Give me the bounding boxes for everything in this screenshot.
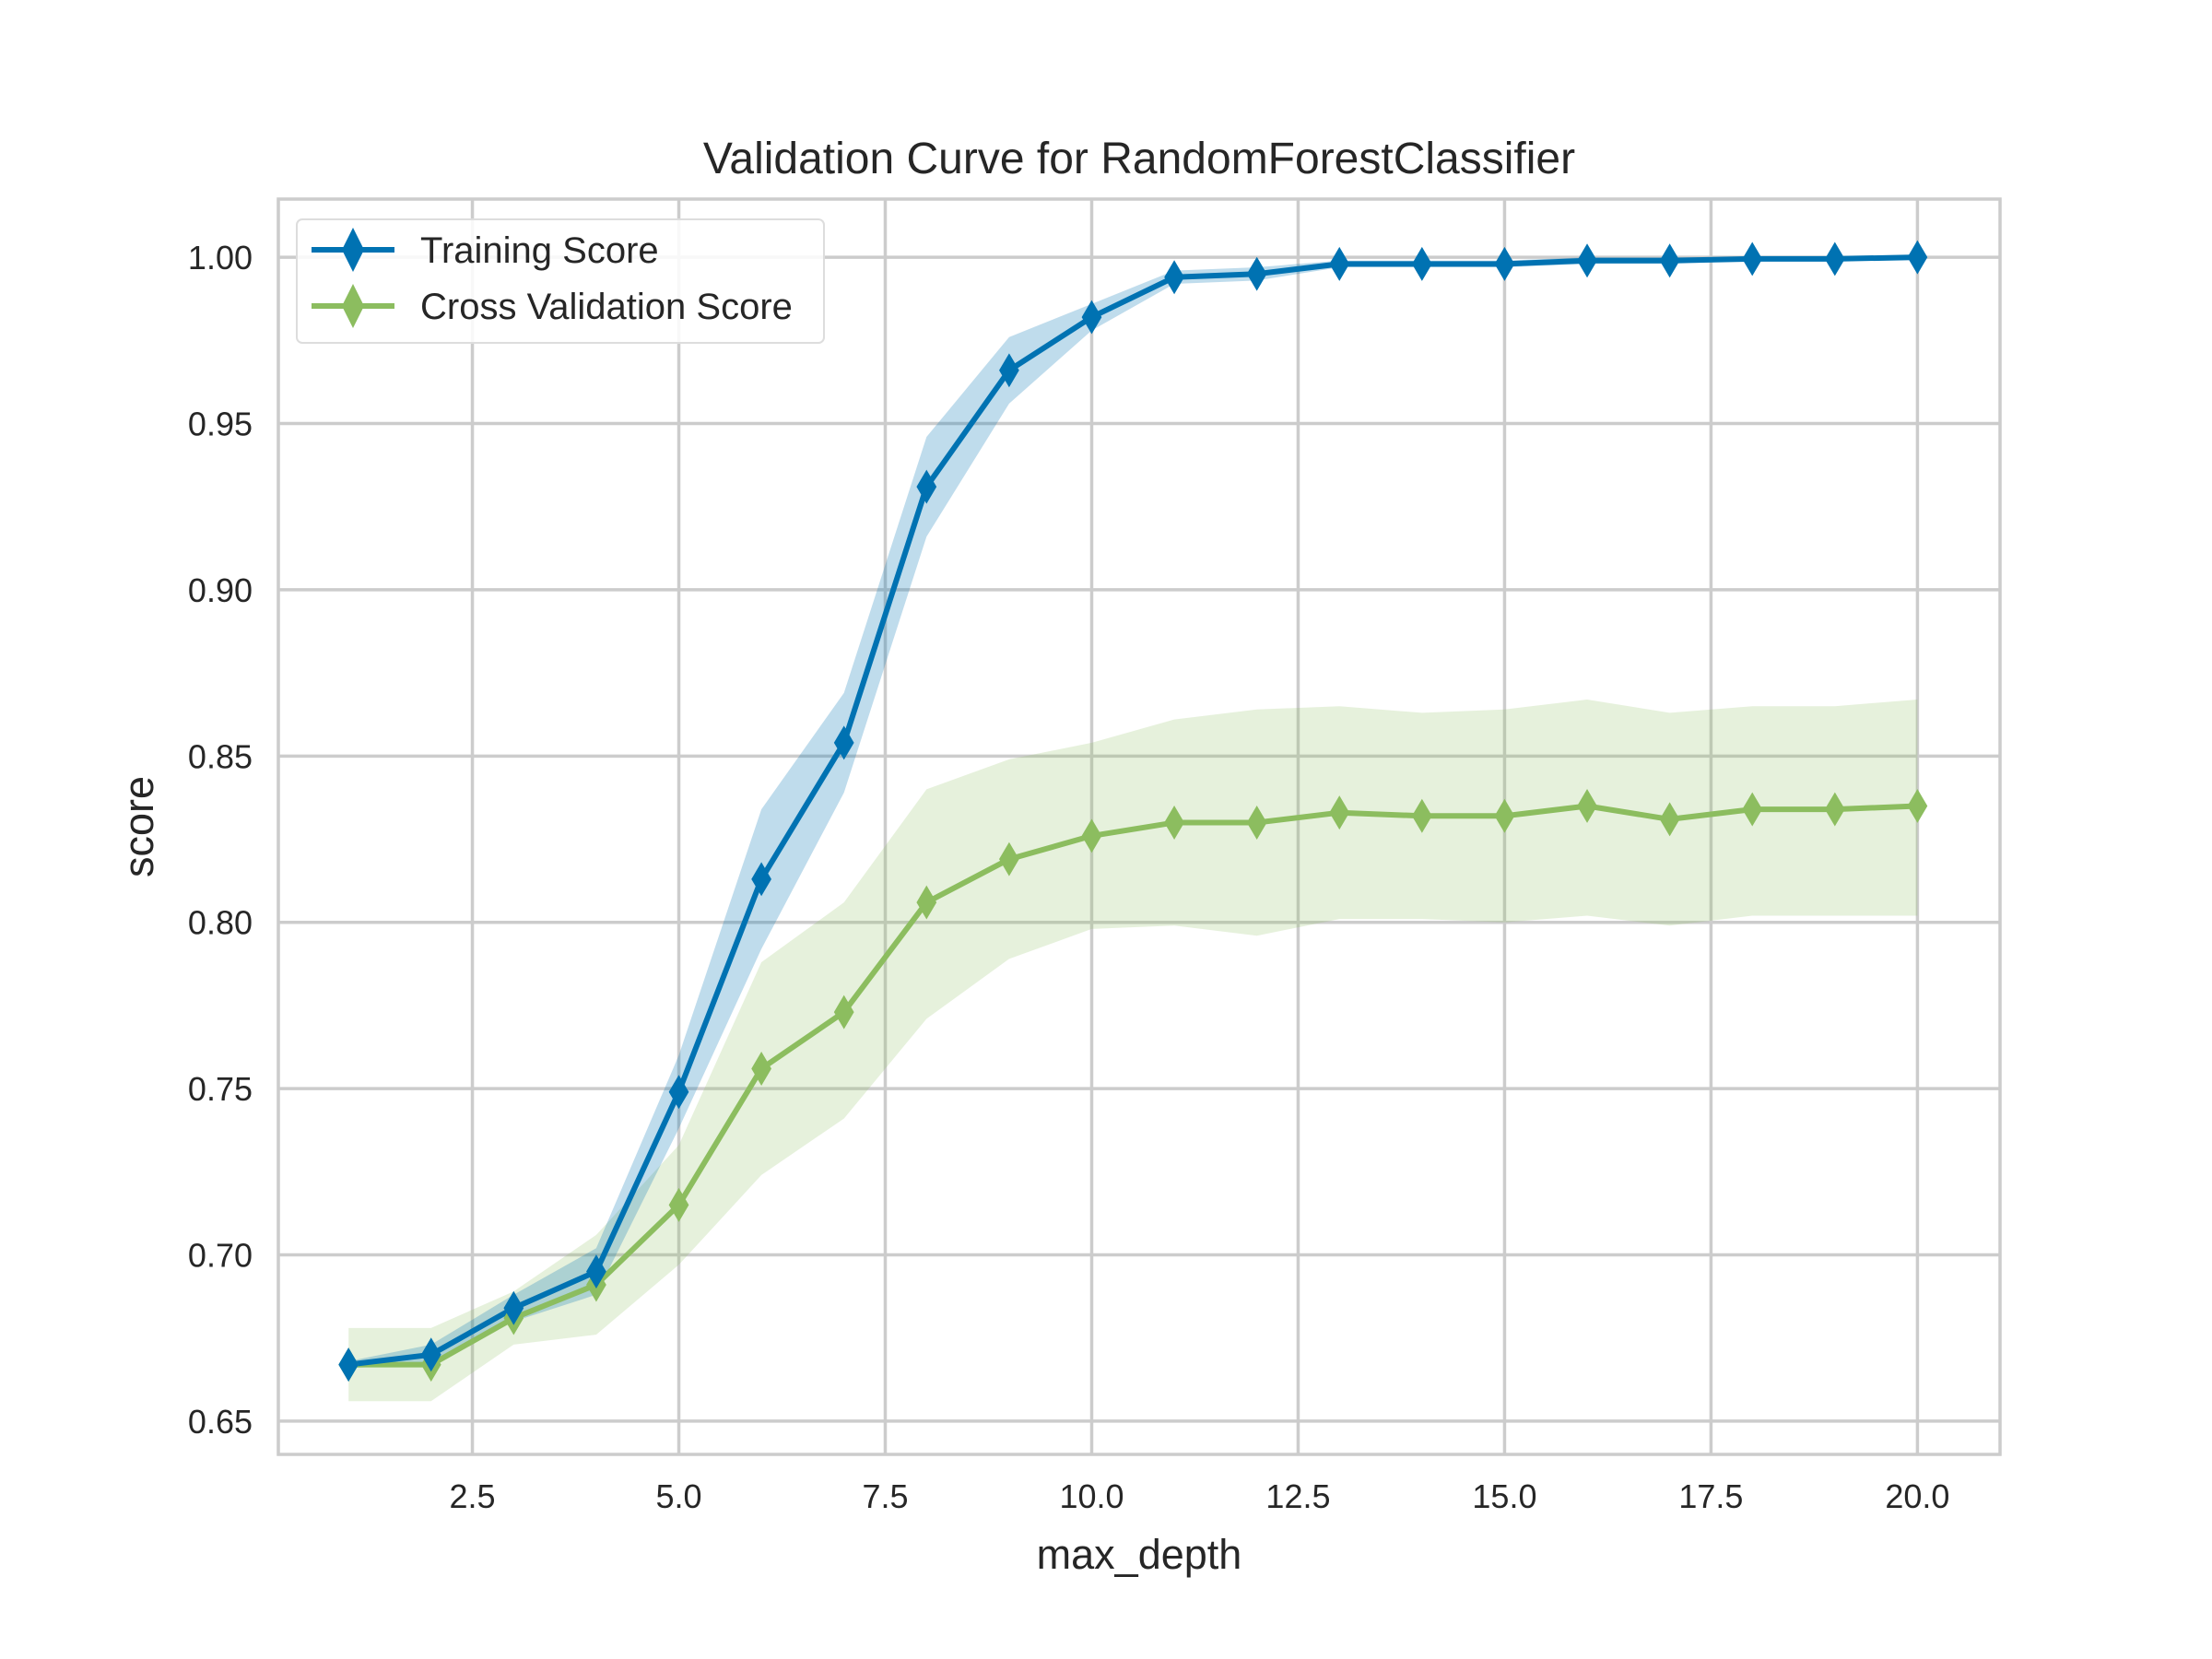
confidence-bands bbox=[348, 257, 1918, 1402]
x-tick-label: 7.5 bbox=[862, 1477, 908, 1515]
cross-validation-score-point bbox=[1164, 806, 1184, 840]
y-tick-label: 0.85 bbox=[188, 737, 253, 775]
training-score-point bbox=[1329, 246, 1350, 281]
cross-validation-score-point bbox=[751, 1052, 771, 1086]
training-score-point bbox=[999, 353, 1019, 388]
y-tick-label: 0.70 bbox=[188, 1237, 253, 1275]
training-score-point bbox=[1577, 243, 1597, 278]
y-tick-labels: 0.65 0.70 0.75 0.80 0.85 0.90 0.95 1.00 bbox=[188, 239, 253, 1441]
y-tick-label: 1.00 bbox=[188, 239, 253, 276]
legend-marker-cross-validation-score bbox=[342, 284, 364, 328]
training-score-point bbox=[1824, 241, 1845, 276]
grid-lines bbox=[278, 199, 2000, 1454]
series-lines bbox=[346, 254, 1921, 1368]
plot-area-frame bbox=[276, 197, 2002, 1456]
training-score-point bbox=[338, 1347, 359, 1382]
training-score-point bbox=[1411, 246, 1432, 281]
legend-label-training-score: Training Score bbox=[420, 230, 659, 271]
cross-validation-score-point bbox=[1577, 788, 1597, 823]
legend-item-training-score: Training Score bbox=[312, 228, 659, 272]
training-score-point bbox=[1081, 300, 1102, 335]
training-score-line bbox=[346, 254, 1921, 1368]
x-tick-label: 12.5 bbox=[1265, 1477, 1330, 1515]
cross-validation-score-point bbox=[1246, 806, 1267, 840]
x-tick-label: 2.5 bbox=[450, 1477, 496, 1515]
cross-validation-score-point bbox=[668, 1187, 689, 1222]
cross-validation-score-point bbox=[916, 885, 937, 920]
x-tick-labels: 2.5 5.0 7.5 10.0 12.5 15.0 17.5 20.0 bbox=[450, 1477, 1950, 1515]
legend-label-cross-validation-score: Cross Validation Score bbox=[420, 287, 793, 327]
x-tick-label: 10.0 bbox=[1059, 1477, 1124, 1515]
training-score-point bbox=[503, 1290, 524, 1325]
y-tick-label: 0.90 bbox=[188, 571, 253, 609]
cross-validation-score-point bbox=[1329, 795, 1350, 830]
cross-validation-score-band bbox=[348, 700, 1918, 1402]
y-axis-label: score bbox=[115, 776, 162, 877]
legend-marker-training-score bbox=[342, 228, 364, 272]
training-score-point bbox=[1659, 243, 1680, 278]
training-score-point bbox=[1494, 246, 1515, 281]
cross-validation-score-point bbox=[1659, 802, 1680, 837]
cross-validation-score-point bbox=[999, 841, 1019, 877]
series-markers bbox=[338, 240, 1928, 1382]
y-tick-label: 0.65 bbox=[188, 1403, 253, 1441]
cross-validation-score-point bbox=[833, 994, 854, 1030]
y-tick-label: 0.80 bbox=[188, 904, 253, 942]
cross-validation-score-point bbox=[1824, 792, 1845, 827]
x-tick-label: 15.0 bbox=[1472, 1477, 1536, 1515]
y-tick-label: 0.95 bbox=[188, 406, 253, 443]
cross-validation-score-point bbox=[1081, 818, 1102, 853]
training-score-point bbox=[1907, 240, 1928, 275]
x-tick-label: 17.5 bbox=[1678, 1477, 1743, 1515]
training-score-point bbox=[1742, 241, 1763, 276]
x-tick-label: 20.0 bbox=[1885, 1477, 1949, 1515]
training-score-point bbox=[751, 862, 771, 897]
cross-validation-score-point bbox=[1742, 792, 1763, 827]
training-score-point bbox=[916, 469, 937, 504]
training-score-point bbox=[668, 1075, 689, 1110]
training-score-point bbox=[586, 1254, 606, 1289]
cross-validation-score-point bbox=[1907, 788, 1928, 823]
cross-validation-score-point bbox=[1494, 798, 1515, 833]
x-tick-label: 5.0 bbox=[655, 1477, 701, 1515]
cross-validation-score-line bbox=[346, 803, 1921, 1368]
training-score-point bbox=[420, 1337, 441, 1372]
training-score-point bbox=[1246, 256, 1267, 291]
cross-validation-score-point bbox=[1411, 798, 1432, 833]
legend-item-cross-validation-score: Cross Validation Score bbox=[312, 284, 793, 328]
chart-title: Validation Curve for RandomForestClassif… bbox=[703, 135, 1575, 183]
legend: Training Score Cross Validation Score bbox=[296, 218, 825, 344]
legend-frame bbox=[296, 218, 825, 344]
y-tick-label: 0.75 bbox=[188, 1070, 253, 1108]
x-axis-label: max_depth bbox=[1037, 1531, 1242, 1578]
training-score-point bbox=[833, 725, 854, 760]
training-score-point bbox=[1164, 260, 1184, 295]
